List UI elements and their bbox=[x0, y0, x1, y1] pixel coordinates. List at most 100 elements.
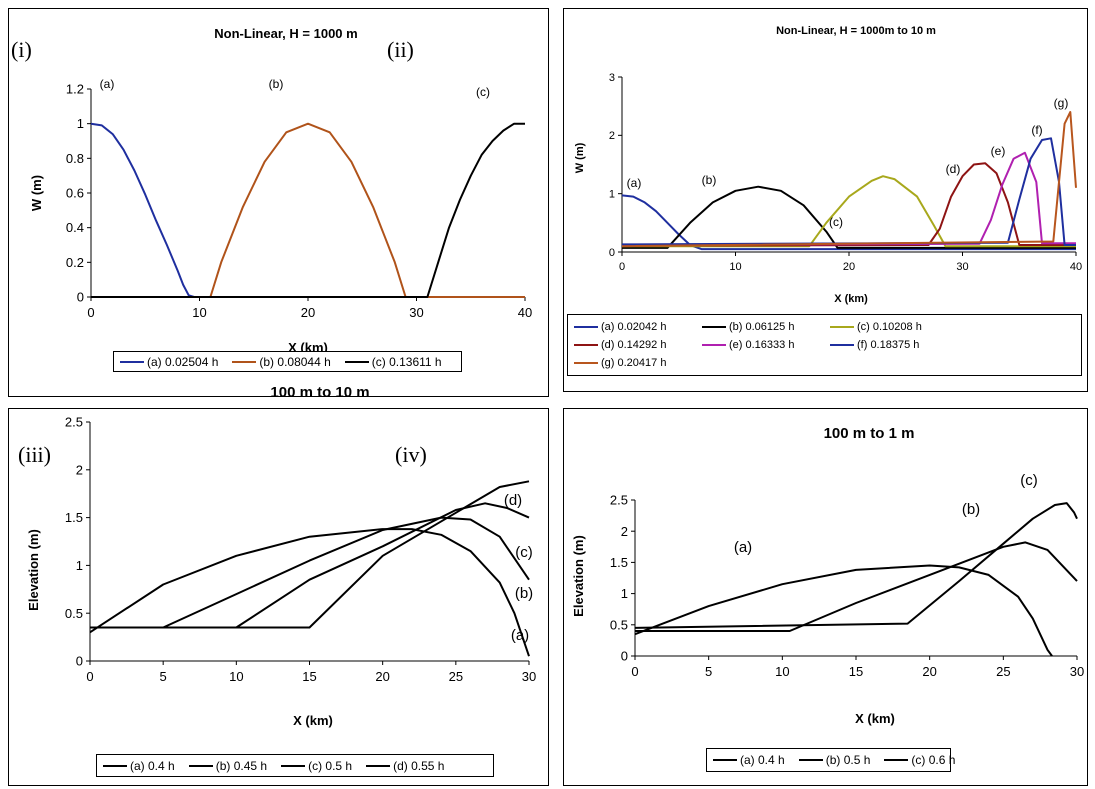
chart-panel-3 bbox=[8, 408, 549, 786]
legend-label: (e) 0.16333 h bbox=[729, 339, 795, 351]
legend-label: (a) 0.4 h bbox=[130, 758, 175, 773]
y-tick-label: 0.5 bbox=[610, 617, 628, 632]
chart-title: 100 m to 1 m bbox=[824, 425, 915, 442]
chart-plot-4: 100 m to 1 m 0 0.5 1 1.5 2 2.5 0 5 10 15 20 25 30 X (k… bbox=[571, 425, 1084, 726]
y-tick-label: 1 bbox=[76, 558, 83, 573]
series-line-5 bbox=[621, 151, 1076, 246]
curve-label-4: (d) bbox=[504, 492, 522, 509]
legend-swatch bbox=[366, 764, 391, 767]
legend-label: (d) 0.14292 h bbox=[601, 339, 667, 351]
curve-label-2: (b) bbox=[515, 585, 533, 602]
series-line-1 bbox=[90, 122, 525, 298]
series-line-3 bbox=[634, 502, 1078, 629]
chart-legend-4: (a) 0.4 h (b) 0.5 h (c) 0.6 h bbox=[706, 748, 955, 772]
x-tick-label: 15 bbox=[849, 664, 863, 679]
series-line-7 bbox=[621, 111, 1077, 248]
y-tick-label: 0 bbox=[621, 649, 628, 664]
legend-swatch bbox=[798, 759, 823, 761]
legend-swatch bbox=[884, 759, 909, 761]
legend-swatch bbox=[702, 344, 726, 346]
legend-swatch bbox=[574, 362, 598, 364]
chart-legend-2: (a) 0.02042 h (b) 0.06125 h (c) 0.10208 h (… bbox=[567, 314, 1082, 376]
panel-label-iii: (iii) bbox=[18, 442, 51, 467]
y-tick-label: 0.5 bbox=[65, 606, 83, 621]
legend-label: (b) 0.08044 h bbox=[259, 354, 331, 369]
x-tick-label: 20 bbox=[301, 305, 315, 320]
legend-swatch bbox=[713, 759, 737, 761]
y-axis-label: W (m) bbox=[574, 142, 586, 173]
legend-label: (g) 0.20417 h bbox=[601, 357, 667, 369]
legend-entry-3: (c) 0.10208 h bbox=[830, 321, 948, 333]
series-line-3 bbox=[622, 175, 1076, 248]
series-line-2 bbox=[622, 185, 1076, 249]
legend-entry-6: (f) 0.18375 h bbox=[830, 339, 948, 351]
y-axis-label: Elevation (m) bbox=[26, 529, 41, 611]
legend-label: (d) 0.55 h bbox=[393, 758, 445, 773]
x-tick-label: 5 bbox=[160, 669, 167, 684]
chart-title: Non-Linear, H = 1000 m bbox=[214, 26, 357, 41]
x-tick-label: 40 bbox=[1070, 261, 1082, 273]
legend-swatch bbox=[574, 326, 598, 328]
series-line-1 bbox=[621, 194, 1076, 251]
legend-label: (b) 0.06125 h bbox=[729, 321, 795, 333]
panel-label-ii: (ii) bbox=[387, 37, 414, 62]
series-line-2 bbox=[91, 122, 525, 298]
legend-entry-4: (d) 0.55 h bbox=[366, 759, 444, 773]
legend-label: (c) 0.5 h bbox=[308, 758, 353, 773]
x-tick-label: 20 bbox=[375, 669, 389, 684]
legend-entry-2: (b) 0.06125 h bbox=[702, 321, 820, 333]
y-tick-label: 2 bbox=[76, 462, 83, 477]
series-line-2 bbox=[635, 541, 1078, 632]
curve-label-1: (a) bbox=[511, 627, 529, 644]
x-tick-label: 5 bbox=[705, 664, 712, 679]
y-axis-label: W (m) bbox=[29, 175, 44, 211]
curve-label-6: (f) bbox=[1031, 123, 1042, 137]
legend-label: (a) 0.02042 h bbox=[601, 321, 667, 333]
curve-label-3: (c) bbox=[476, 85, 490, 99]
legend-entry-2: (b) 0.5 h bbox=[798, 753, 871, 767]
chart-plot-3: 100 m to 10 m 0 0.5 1 1.5 2 2.5 0 5 10 15 20 25 30 X (… bbox=[26, 384, 536, 728]
legend-swatch bbox=[574, 344, 598, 346]
x-tick-label: 0 bbox=[86, 669, 93, 684]
x-axis-label: X (km) bbox=[855, 711, 895, 726]
chart-plot-1: Non-Linear, H = 1000 m 0 0.2 0.4 0.6 0.8 1 1.2 0… bbox=[29, 26, 532, 355]
x-tick-label: 25 bbox=[449, 669, 463, 684]
series-line-4 bbox=[621, 162, 1076, 247]
y-tick-label: 1 bbox=[621, 586, 628, 601]
legend-swatch bbox=[120, 360, 144, 363]
legend-swatch bbox=[702, 326, 726, 328]
series-line-1 bbox=[634, 564, 1053, 657]
y-axis-label: Elevation (m) bbox=[571, 535, 586, 617]
series-line-3 bbox=[91, 122, 525, 298]
x-tick-label: 0 bbox=[87, 305, 94, 320]
curve-label-3: (c) bbox=[515, 544, 533, 561]
curve-label-1: (a) bbox=[734, 539, 752, 556]
x-tick-label: 10 bbox=[729, 261, 741, 273]
legend-label: (a) 0.02504 h bbox=[147, 354, 219, 369]
y-tick-label: 0 bbox=[77, 290, 84, 305]
legend-swatch bbox=[830, 344, 854, 346]
x-axis-label: X (km) bbox=[834, 293, 868, 305]
y-tick-label: 2.5 bbox=[65, 415, 83, 430]
legend-swatch bbox=[281, 764, 306, 767]
y-tick-label: 3 bbox=[609, 72, 615, 84]
curve-label-4: (d) bbox=[946, 162, 961, 176]
series-line-2 bbox=[90, 516, 530, 629]
x-tick-label: 20 bbox=[922, 664, 936, 679]
y-tick-label: 2 bbox=[621, 524, 628, 539]
legend-label: (a) 0.4 h bbox=[740, 753, 785, 767]
legend-swatch bbox=[103, 764, 127, 767]
x-tick-label: 30 bbox=[1070, 664, 1084, 679]
legend-label: (b) 0.5 h bbox=[825, 753, 871, 767]
legend-label: (f) 0.18375 h bbox=[857, 339, 920, 351]
panel-label-iv: (iv) bbox=[395, 442, 427, 467]
x-tick-label: 25 bbox=[996, 664, 1010, 679]
x-tick-label: 10 bbox=[229, 669, 243, 684]
curve-label-7: (g) bbox=[1054, 96, 1069, 110]
legend-entry-1: (a) 0.02504 h bbox=[120, 355, 218, 369]
y-tick-label: 0.2 bbox=[66, 255, 84, 270]
curve-label-1: (a) bbox=[627, 176, 642, 190]
legend-entry-1: (a) 0.4 h bbox=[713, 753, 785, 767]
chart-title: 100 m to 10 m bbox=[270, 384, 369, 401]
